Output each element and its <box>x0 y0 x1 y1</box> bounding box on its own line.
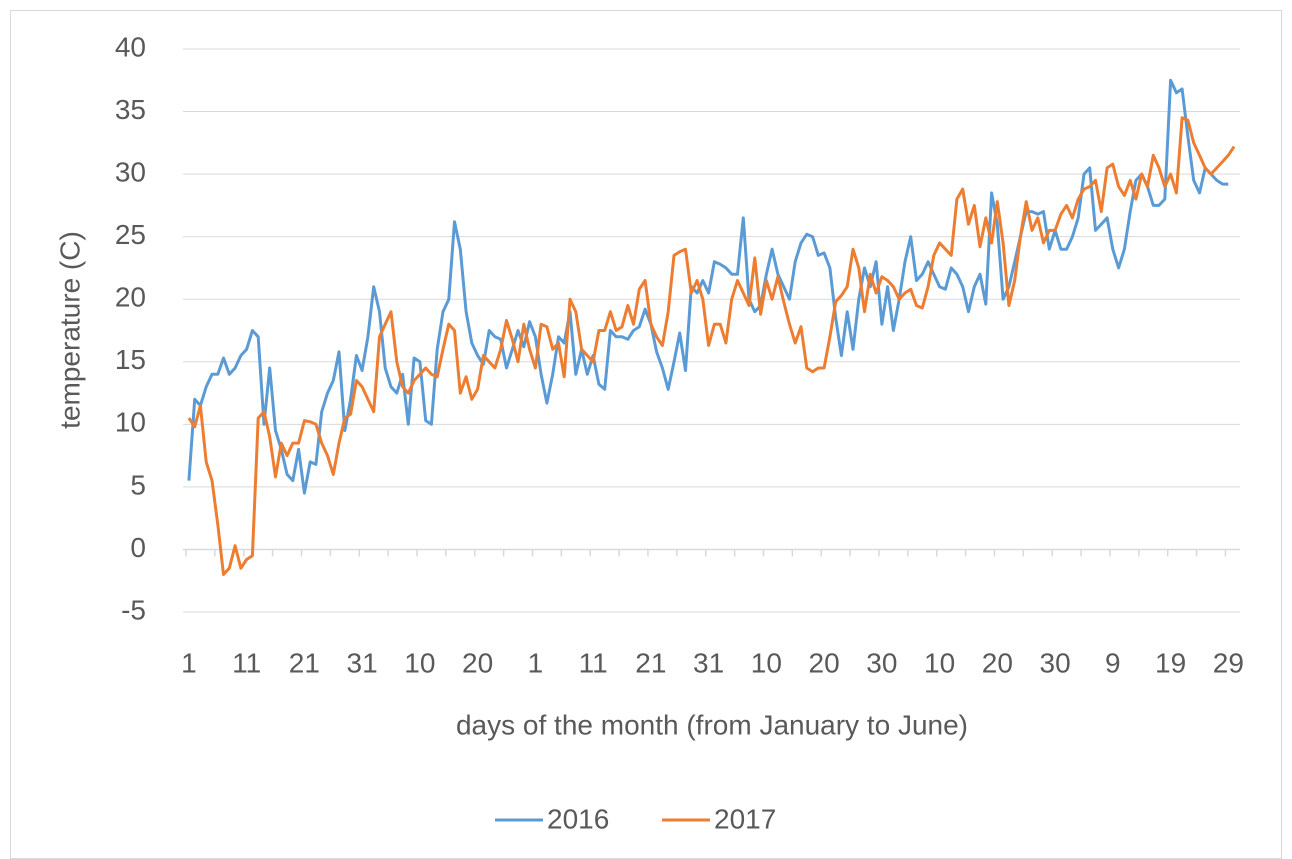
x-tick-label: 11 <box>232 647 261 678</box>
y-tick-label: 40 <box>115 31 146 62</box>
x-tick-label: 19 <box>1155 647 1186 678</box>
x-tick-label: 9 <box>1105 647 1121 678</box>
x-tick-label: 29 <box>1213 647 1244 678</box>
line-series <box>187 116 1236 576</box>
y-tick-label: 30 <box>115 157 146 188</box>
y-tick-label: 35 <box>115 94 146 125</box>
x-tick-label: 21 <box>289 647 320 678</box>
x-tick-label: 31 <box>693 647 724 678</box>
x-tick-label: 10 <box>924 647 955 678</box>
x-tick-label: 11 <box>579 647 608 678</box>
x-tick-label: 1 <box>181 647 197 678</box>
x-axis-label: days of the month (from January to June) <box>456 709 968 740</box>
y-tick-label: 20 <box>115 282 146 313</box>
x-tick-label: 10 <box>404 647 435 678</box>
x-tick-label: 30 <box>1040 647 1071 678</box>
x-tick-label: 1 <box>528 647 544 678</box>
y-tick-label: 25 <box>115 219 146 250</box>
x-tick-label: 30 <box>866 647 897 678</box>
x-tick-label: 31 <box>347 647 378 678</box>
legend-label: 2016 <box>547 803 609 834</box>
y-tick-label: 10 <box>115 407 146 438</box>
y-tick-label: -5 <box>121 594 146 625</box>
chart-frame <box>10 10 1282 859</box>
x-tick-label: 20 <box>462 647 493 678</box>
x-tick-label: 21 <box>635 647 666 678</box>
y-tick-label: 5 <box>130 469 146 500</box>
x-tick-label: 10 <box>751 647 782 678</box>
legend-label: 2017 <box>714 803 776 834</box>
y-tick-label: 0 <box>130 532 146 563</box>
x-tick-label: 20 <box>809 647 840 678</box>
x-tick-label: 20 <box>982 647 1013 678</box>
y-tick-label: 15 <box>115 344 146 375</box>
y-axis-label: temperature (C) <box>54 231 85 429</box>
